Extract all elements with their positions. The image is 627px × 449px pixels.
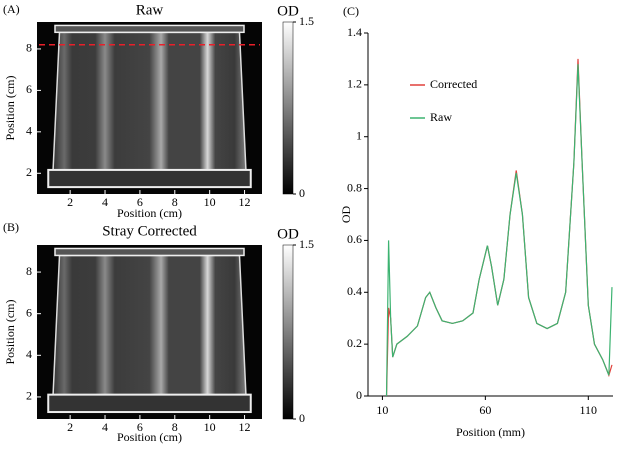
x-tick-label: 8 bbox=[172, 420, 178, 434]
colorbar bbox=[282, 21, 294, 195]
x-tick-label: 10 bbox=[204, 195, 216, 209]
x-tick-label: 6 bbox=[137, 195, 143, 209]
colorbar-label: OD bbox=[277, 226, 299, 242]
series-line bbox=[385, 58, 613, 397]
x-tick-label: 12 bbox=[239, 420, 251, 434]
y-tick-label: 1 bbox=[356, 128, 362, 142]
series-line bbox=[385, 64, 613, 397]
x-tick-label: 10 bbox=[376, 403, 388, 417]
phantom-lid bbox=[54, 24, 245, 34]
x-tick-label: 110 bbox=[580, 403, 598, 417]
panel-title: Raw bbox=[136, 2, 164, 18]
y-tick-label: 6 bbox=[26, 305, 32, 319]
panel-label: (A) bbox=[3, 2, 20, 16]
y-tick-label: 0 bbox=[356, 388, 362, 402]
x-tick-label: 8 bbox=[172, 195, 178, 209]
x-tick-label: 2 bbox=[67, 420, 73, 434]
phantom-body bbox=[51, 254, 248, 403]
y-axis-label: OD bbox=[339, 206, 353, 224]
y-tick-label: 8 bbox=[26, 264, 32, 278]
phantom-base bbox=[47, 168, 252, 189]
phantom-body bbox=[51, 31, 248, 178]
y-tick-label: 0.2 bbox=[347, 336, 362, 350]
colorbar-label: OD bbox=[277, 3, 299, 19]
y-tick-label: 2 bbox=[26, 389, 32, 403]
x-axis-label: Position (cm) bbox=[117, 206, 182, 220]
x-axis-label: Position (mm) bbox=[456, 425, 525, 439]
y-tick-label: 4 bbox=[26, 124, 32, 138]
x-tick-label: 10 bbox=[204, 420, 216, 434]
colorbar-tick-label: 1.5 bbox=[299, 14, 314, 28]
phantom-base bbox=[47, 393, 252, 414]
y-tick-label: 8 bbox=[26, 41, 32, 55]
panel-label: (B) bbox=[3, 220, 19, 234]
y-tick-label: 1.2 bbox=[347, 77, 362, 91]
legend-label: Corrected bbox=[430, 77, 477, 91]
panel-title: Stray Corrected bbox=[102, 223, 197, 239]
y-tick-label: 0.6 bbox=[347, 232, 362, 246]
colorbar-tick-label: 0 bbox=[299, 186, 305, 200]
x-tick-label: 4 bbox=[102, 420, 108, 434]
y-axis-label: Position (cm) bbox=[3, 75, 17, 140]
x-tick-label: 12 bbox=[239, 195, 251, 209]
x-axis-label: Position (cm) bbox=[117, 430, 182, 444]
y-tick-label: 0.4 bbox=[347, 284, 362, 298]
y-axis-label: Position (cm) bbox=[3, 299, 17, 364]
colorbar-tick-label: 1.5 bbox=[299, 237, 314, 251]
x-tick-label: 60 bbox=[479, 403, 491, 417]
y-tick-label: 2 bbox=[26, 165, 32, 179]
y-tick-label: 1.4 bbox=[347, 25, 362, 39]
x-tick-label: 2 bbox=[67, 195, 73, 209]
phantom-lid bbox=[54, 247, 245, 257]
y-tick-label: 4 bbox=[26, 347, 32, 361]
y-tick-label: 6 bbox=[26, 82, 32, 96]
panel-label: (C) bbox=[343, 4, 359, 18]
x-tick-label: 6 bbox=[137, 420, 143, 434]
colorbar bbox=[282, 244, 294, 420]
y-tick-label: 0.8 bbox=[347, 180, 362, 194]
colorbar-tick-label: 0 bbox=[299, 411, 305, 425]
x-tick-label: 4 bbox=[102, 195, 108, 209]
legend-label: Raw bbox=[430, 110, 452, 124]
